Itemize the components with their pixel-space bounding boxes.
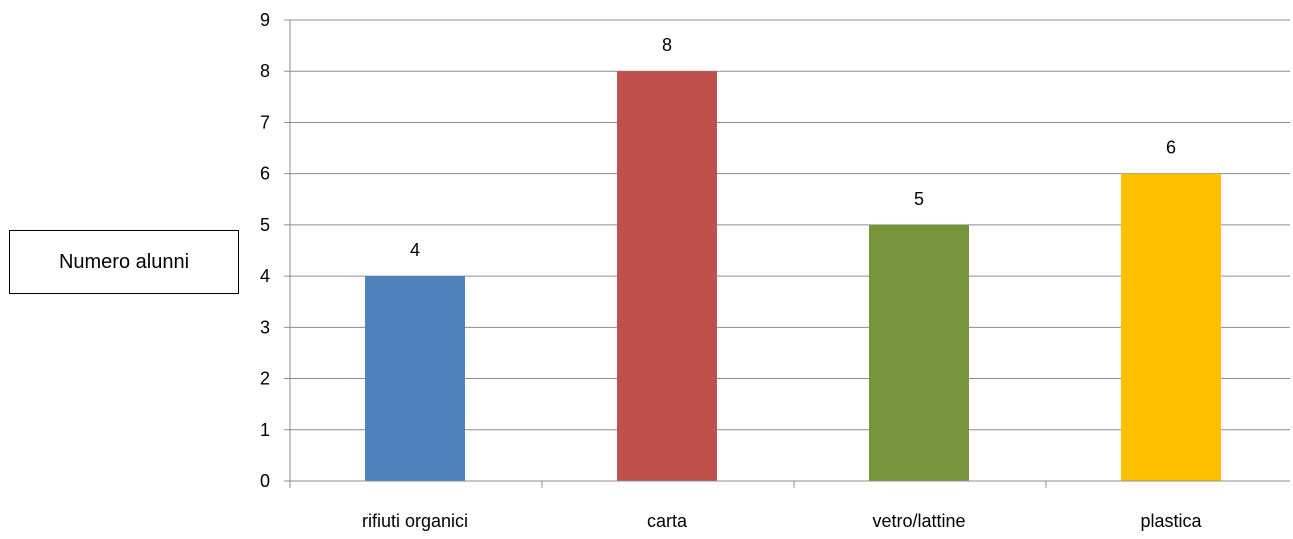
y-tick-label: 7 [260, 112, 270, 132]
x-tick-label: carta [647, 511, 688, 531]
x-axis-labels: rifiuti organici carta vetro/lattine plasti… [362, 511, 1203, 531]
bars: 4 8 5 6 [365, 35, 1221, 481]
y-tick-label: 0 [260, 471, 270, 491]
data-label: 4 [410, 240, 420, 260]
y-axis-ticks: 0 1 2 3 4 5 6 7 8 9 [260, 10, 290, 491]
data-label: 8 [662, 35, 672, 55]
bar-0 [365, 276, 465, 481]
y-tick-label: 2 [260, 369, 270, 389]
y-tick-label: 8 [260, 61, 270, 81]
y-tick-label: 3 [260, 317, 270, 337]
axes [289, 20, 1290, 488]
data-label: 5 [914, 189, 924, 209]
data-label: 6 [1166, 138, 1176, 158]
y-tick-label: 6 [260, 164, 270, 184]
y-tick-label: 9 [260, 10, 270, 30]
x-tick-label: vetro/lattine [872, 511, 965, 531]
bar-2 [869, 224, 969, 481]
y-tick-label: 5 [260, 215, 270, 235]
x-tick-label: plastica [1140, 511, 1202, 531]
bar-1 [617, 71, 717, 481]
y-tick-label: 1 [260, 420, 270, 440]
bar-3 [1121, 173, 1221, 481]
y-axis-label: Numero alunni [9, 230, 239, 294]
x-tick-label: rifiuti organici [362, 511, 468, 531]
y-tick-label: 4 [260, 266, 270, 286]
